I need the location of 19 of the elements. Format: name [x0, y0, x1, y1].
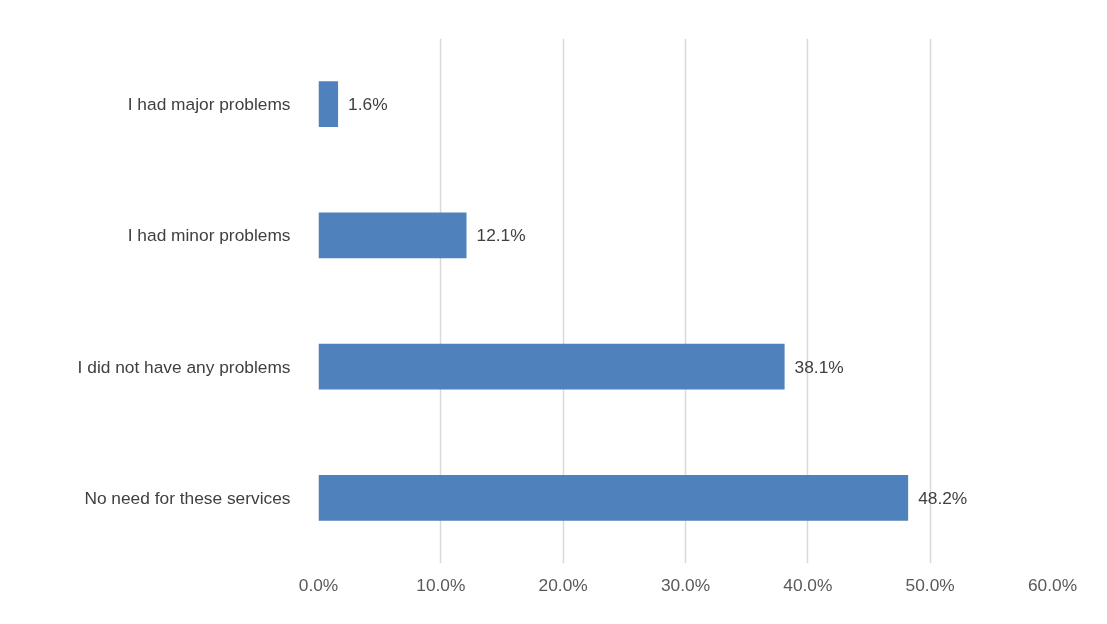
data-label: 48.2%: [918, 487, 968, 508]
x-tick-label: 30.0%: [660, 574, 711, 595]
y-tick-label: I had minor problems: [127, 225, 291, 246]
x-tick-label: 0.0%: [298, 574, 339, 595]
bar: [318, 81, 339, 128]
x-tick-label: 10.0%: [416, 574, 466, 595]
x-tick-label: 60.0%: [1027, 574, 1078, 595]
y-tick-label: I did not have any problems: [77, 356, 291, 377]
y-tick-label: I had major problems: [127, 94, 291, 115]
x-tick-label: 20.0%: [538, 574, 588, 595]
data-label: 38.1%: [794, 356, 844, 377]
bar: [318, 343, 785, 390]
data-label: 1.6%: [348, 94, 388, 115]
bar: [318, 474, 909, 521]
data-label: 12.1%: [476, 225, 526, 246]
y-tick-label: No need for these services: [84, 487, 291, 508]
bar: [318, 212, 467, 259]
x-tick-label: 50.0%: [905, 574, 955, 595]
x-tick-label: 40.0%: [783, 574, 833, 595]
